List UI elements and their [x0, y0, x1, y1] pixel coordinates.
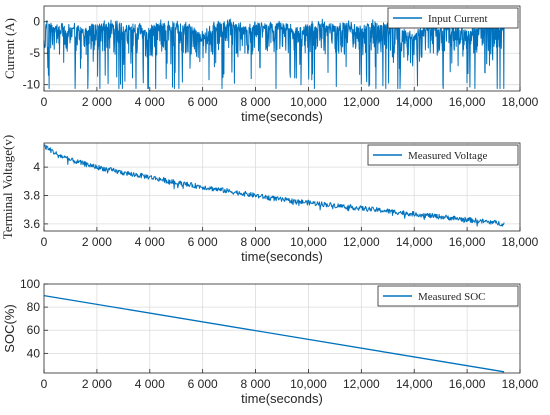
x-tick-label: 0	[41, 377, 48, 391]
y-tick-label: 3.8	[23, 189, 40, 203]
y-tick-label: 4	[33, 160, 40, 174]
legend-entry: Measured SOC	[418, 291, 486, 303]
x-tick-label: 12,000	[343, 95, 380, 109]
x-tick-label: 18,000	[502, 95, 539, 109]
y-tick-label: 0	[33, 15, 40, 29]
chart-panel-1: 0 2 000 4 000 6 000 8 000 10,000 12,000 14,000 1…	[2, 5, 539, 124]
x-tick-label: 14,000	[396, 235, 433, 249]
legend: Measured Voltage	[367, 144, 519, 166]
legend-entry: Input Current	[428, 13, 488, 25]
x-axis-label: time(seconds)	[241, 249, 323, 264]
x-tick-label: 6 000	[188, 377, 218, 391]
x-tick-label: 16,000	[449, 95, 486, 109]
x-axis-label: time(seconds)	[241, 109, 323, 124]
legend: Measured SOC	[377, 285, 519, 307]
x-tick-label: 6 000	[188, 95, 218, 109]
axes-box	[43, 5, 521, 92]
legend-box	[387, 7, 519, 29]
x-tick-label: 2 000	[82, 235, 112, 249]
axes-box	[43, 283, 521, 374]
legend-entry: Measured Voltage	[408, 150, 487, 162]
legend: Input Current	[387, 7, 519, 29]
grid-lines	[44, 143, 520, 231]
x-tick-label: 8 000	[241, 377, 271, 391]
chart-panel-3: 0 2 000 4 000 6 000 8 000 10,000 12,000 14,000 1…	[2, 277, 539, 406]
legend-box	[377, 285, 519, 307]
x-tick-label: 4 000	[135, 95, 165, 109]
x-tick-label: 0	[41, 95, 48, 109]
series-line-measured-soc	[43, 294, 505, 373]
y-tick-label: 60	[27, 323, 41, 337]
x-tick-label: 4 000	[135, 377, 165, 391]
series-line-measured-voltage	[43, 144, 505, 227]
y-tick-label: 3.6	[23, 217, 40, 231]
x-tick-label: 16,000	[449, 235, 486, 249]
x-tick-label: 8 000	[241, 95, 271, 109]
legend-box	[367, 144, 519, 166]
x-tick-label: 12,000	[343, 235, 380, 249]
y-tick-label: -5	[29, 46, 40, 60]
x-tick-label: 14,000	[396, 95, 433, 109]
x-tick-label: 18,000	[502, 235, 539, 249]
y-tick-label: -10	[23, 78, 41, 92]
y-tick-label: 100	[20, 277, 40, 291]
x-tick-label: 10,000	[290, 235, 327, 249]
y-axis-label: Current (A)	[2, 18, 17, 79]
x-tick-label: 12,000	[343, 377, 380, 391]
x-tick-label: 6 000	[188, 235, 218, 249]
y-axis-label: Terminal Voltage(v)	[0, 135, 15, 239]
x-tick-label: 14,000	[396, 377, 433, 391]
x-axis-label: time(seconds)	[241, 391, 323, 406]
x-tick-label: 2 000	[82, 377, 112, 391]
y-axis-label: SOC(%)	[2, 304, 17, 352]
axes-box	[43, 142, 521, 232]
x-tick-label: 2 000	[82, 95, 112, 109]
x-tick-label: 0	[41, 235, 48, 249]
x-tick-label: 16,000	[449, 377, 486, 391]
x-tick-label: 10,000	[290, 95, 327, 109]
y-tick-label: 80	[27, 300, 41, 314]
x-tick-label: 10,000	[290, 377, 327, 391]
x-tick-label: 8 000	[241, 235, 271, 249]
y-tick-label: 40	[27, 346, 41, 360]
x-tick-label: 4 000	[135, 235, 165, 249]
x-tick-label: 18,000	[502, 377, 539, 391]
chart-panel-2: 0 2 000 4 000 6 000 8 000 10,000 12,000 14,000 1…	[0, 135, 539, 264]
